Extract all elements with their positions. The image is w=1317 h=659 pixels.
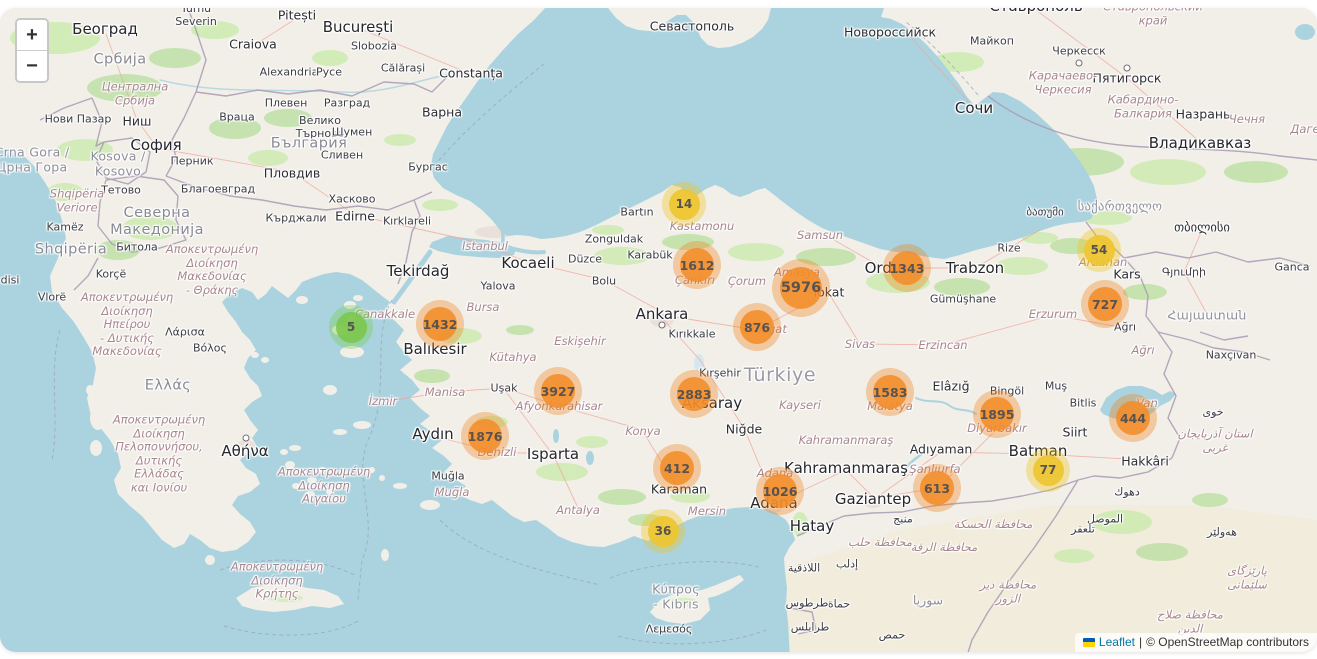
attribution-bar: Leaflet | © OpenStreetMap contributors (1074, 633, 1317, 652)
cluster-marker[interactable]: 2883 (670, 370, 718, 418)
cluster-marker[interactable]: 1432 (416, 300, 464, 348)
cluster-count: 77 (1032, 454, 1064, 486)
cluster-count: 3927 (541, 374, 575, 408)
ukraine-flag-icon (1082, 637, 1095, 647)
cluster-count: 1026 (763, 474, 797, 508)
cluster-count: 2883 (677, 377, 711, 411)
place-dot (1123, 64, 1131, 72)
cluster-marker[interactable]: 1583 (866, 368, 914, 416)
place-dot (242, 434, 250, 442)
cluster-count: 1343 (890, 251, 924, 285)
place-dot (1075, 59, 1083, 67)
cluster-marker[interactable]: 54 (1077, 228, 1121, 272)
cluster-count: 1612 (680, 248, 714, 282)
cluster-marker[interactable]: 613 (913, 464, 961, 512)
cluster-count: 14 (668, 188, 700, 220)
cluster-count: 5976 (780, 267, 822, 309)
leaflet-link[interactable]: Leaflet (1098, 635, 1135, 649)
zoom-out-button[interactable]: − (17, 51, 47, 81)
country-borders (39, 8, 1317, 652)
cluster-marker[interactable]: 727 (1081, 280, 1129, 328)
cluster-marker[interactable]: 3927 (534, 367, 582, 415)
cluster-count: 613 (920, 471, 954, 505)
cluster-marker[interactable]: 5 (329, 305, 373, 349)
cluster-marker[interactable]: 876 (733, 303, 781, 351)
cluster-count: 1432 (423, 307, 457, 341)
cluster-marker[interactable]: 1026 (756, 467, 804, 515)
map-canvas[interactable]: Београд Turnu Severin Craiova Pitești Bucure… (0, 8, 1317, 652)
cluster-count: 5 (335, 311, 367, 343)
cluster-marker[interactable]: 412 (653, 444, 701, 492)
cluster-marker[interactable]: 14 (662, 182, 706, 226)
cluster-count: 444 (1116, 401, 1150, 435)
clusters-layer: 14 1612 5976 1343 54 727 876 5 1432 3927 2883 1583 1… (0, 8, 1317, 652)
cluster-marker[interactable]: 5976 (772, 259, 830, 317)
zoom-control: + − (15, 18, 49, 83)
cluster-marker[interactable]: 444 (1109, 394, 1157, 442)
cluster-marker[interactable]: 1876 (461, 412, 509, 460)
cluster-count: 876 (740, 310, 774, 344)
cluster-count: 1876 (468, 419, 502, 453)
place-dot (658, 321, 666, 329)
cluster-count: 412 (660, 451, 694, 485)
cluster-count: 54 (1083, 234, 1115, 266)
cluster-count: 1583 (873, 375, 907, 409)
attribution-divider: | (1138, 635, 1143, 649)
osm-attribution[interactable]: © OpenStreetMap contributors (1146, 635, 1309, 649)
zoom-in-button[interactable]: + (17, 20, 47, 51)
cluster-marker[interactable]: 1612 (673, 241, 721, 289)
cluster-count: 36 (647, 515, 679, 547)
cluster-marker[interactable]: 1343 (883, 244, 931, 292)
cluster-marker[interactable]: 1895 (973, 390, 1021, 438)
cluster-count: 1895 (980, 397, 1014, 431)
maritime-borders (51, 21, 979, 645)
cluster-marker[interactable]: 36 (641, 509, 685, 553)
cluster-count: 727 (1088, 287, 1122, 321)
cluster-marker[interactable]: 77 (1026, 448, 1070, 492)
